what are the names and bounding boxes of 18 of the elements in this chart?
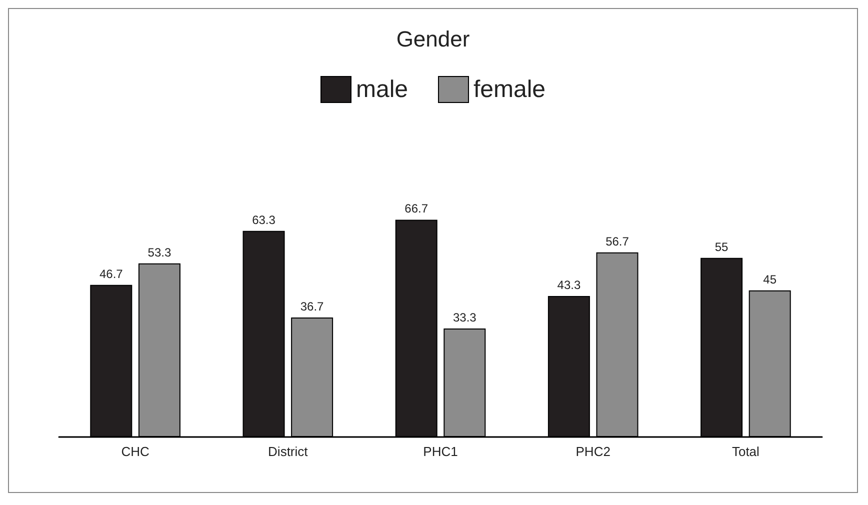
legend-label: male	[356, 76, 408, 103]
x-tick-label: Total	[732, 444, 760, 459]
x-tick-label: CHC	[121, 444, 150, 459]
data-label: 66.7	[404, 202, 428, 216]
data-label: 56.7	[606, 234, 630, 248]
data-label: 33.3	[452, 310, 477, 325]
legend-label: female	[473, 76, 546, 103]
x-tick-label: District	[268, 444, 308, 459]
data-label: 55	[714, 240, 729, 254]
chart-title: Gender	[396, 26, 470, 52]
data-label: 36.7	[300, 299, 324, 314]
data-label: 53.3	[148, 245, 172, 260]
x-tick-label: PHC2	[576, 444, 610, 459]
data-label: 46.7	[99, 266, 124, 281]
data-label: 63.3	[252, 212, 276, 227]
data-label: 45	[763, 272, 777, 286]
x-tick-label: PHC1	[423, 444, 458, 459]
data-label: 43.3	[557, 278, 581, 292]
